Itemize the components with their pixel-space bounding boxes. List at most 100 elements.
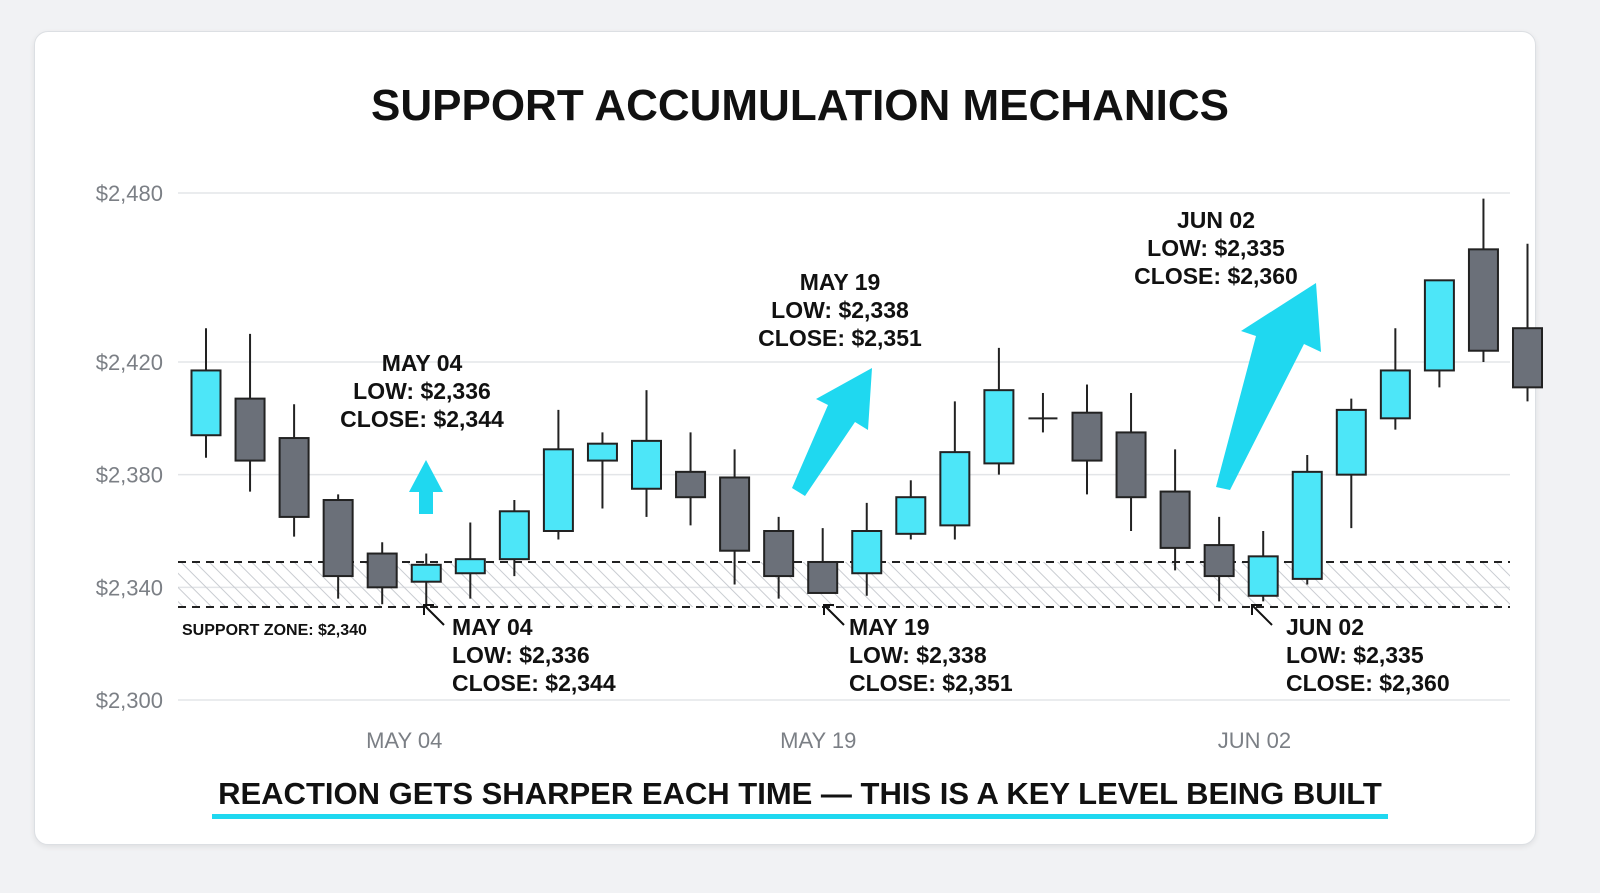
candle-body [1291,470,1323,580]
candle [366,542,398,605]
annotation-above-line: LOW: $2,335 [1147,235,1285,261]
annotation-above-line: JUN 02 [1177,207,1255,233]
candle [895,480,927,540]
annotation-above-line: LOW: $2,336 [353,378,491,404]
candle [322,494,354,599]
candle [410,553,442,608]
annotation-below-line: MAY 19 [849,614,930,640]
candle [719,449,751,585]
candle-body [983,389,1015,465]
footer-underline [212,814,1388,819]
candle-body [675,470,707,499]
annotation-below-line: CLOSE: $2,351 [849,670,1013,696]
candle-body [1335,408,1367,476]
candle-body [939,451,971,527]
candle [1115,392,1147,531]
candle [763,516,795,599]
candle-body [1512,327,1543,389]
annotation-below-line: CLOSE: $2,360 [1286,670,1450,696]
footer-caption: REACTION GETS SHARPER EACH TIME — THIS I… [218,776,1382,811]
y-tick-label: $2,340 [96,575,163,600]
annotation-below-line: JUN 02 [1286,614,1364,640]
support-zone: SUPPORT ZONE: $2,340 [178,560,1510,639]
annotation-above-line: MAY 04 [382,350,463,376]
grid-lines: $2,300 $2,340 $2,380 $2,420 $2,480 MAY 04 MAY … [96,181,1510,753]
y-tick-label: $2,300 [96,688,163,713]
candle-body [1247,555,1279,597]
candle-body [807,560,839,594]
chart-title: SUPPORT ACCUMULATION MECHANICS [371,81,1229,130]
candle-body [851,530,883,575]
support-zone-label: SUPPORT ZONE: $2,340 [182,622,367,639]
annotation-arrows [409,283,1321,626]
x-tick-label: MAY 19 [780,728,856,753]
annotation-below-line: MAY 04 [452,614,533,640]
candle [939,401,971,540]
candle [498,500,530,577]
up-arrow [1216,283,1321,490]
candle-body [1423,279,1455,372]
x-tick-label: MAY 04 [366,728,442,753]
candle-body [366,552,398,589]
candle-body [1203,544,1235,578]
candles [190,198,1543,608]
pointer-arrow-shaft [823,604,845,626]
pointer-arrow-head [423,604,434,615]
candle [1071,384,1103,495]
annotation-below-line: LOW: $2,335 [1286,642,1424,668]
candle [1159,449,1191,571]
candle-body [586,442,618,462]
candle-body [895,496,927,535]
annotation-below-line: CLOSE: $2,344 [452,670,616,696]
candle-body [410,563,442,583]
candle-body [190,369,222,437]
candle [1291,454,1323,585]
annotation-above-line: CLOSE: $2,360 [1134,263,1298,289]
candle-body [542,448,574,533]
candle [278,404,310,537]
candle [675,432,707,526]
pointer-arrow-head [823,604,834,615]
candle [1028,392,1058,433]
candle-body [631,439,662,490]
candle-body [1115,431,1147,499]
up-arrow [409,460,443,514]
up-arrow [792,368,872,496]
pointer-arrow-shaft [1251,604,1273,626]
candle [586,432,618,509]
candle [542,409,574,540]
candle [454,522,486,599]
candle-body [322,499,354,578]
annotation-above-line: MAY 19 [800,269,881,295]
candle-body [1159,490,1191,549]
candle [807,528,839,594]
candle [851,502,883,596]
candle [1379,328,1411,430]
candle-body [719,476,751,552]
candle-body [1379,369,1411,420]
candle-body [1071,411,1103,462]
y-tick-label: $2,480 [96,181,163,206]
candle [1335,398,1367,529]
support-zone-band [178,561,1510,608]
candle-body [763,530,795,578]
annotation-above-line: CLOSE: $2,351 [758,325,922,351]
candle [1247,531,1279,602]
candle-body [498,510,530,561]
candle-body [454,558,486,575]
x-tick-label: JUN 02 [1218,728,1291,753]
pointer-arrow-head [1251,604,1262,615]
annotation-above-line: CLOSE: $2,344 [340,406,504,432]
candle [1467,198,1499,362]
annotation-above-line: LOW: $2,338 [771,297,909,323]
annotation-below-line: LOW: $2,338 [849,642,987,668]
annotation-below-line: LOW: $2,336 [452,642,590,668]
candle-body [234,397,266,462]
candle [983,347,1015,475]
candle [190,328,222,458]
candle-body [1467,248,1499,352]
candle-body [278,437,310,518]
y-tick-label: $2,380 [96,463,163,488]
